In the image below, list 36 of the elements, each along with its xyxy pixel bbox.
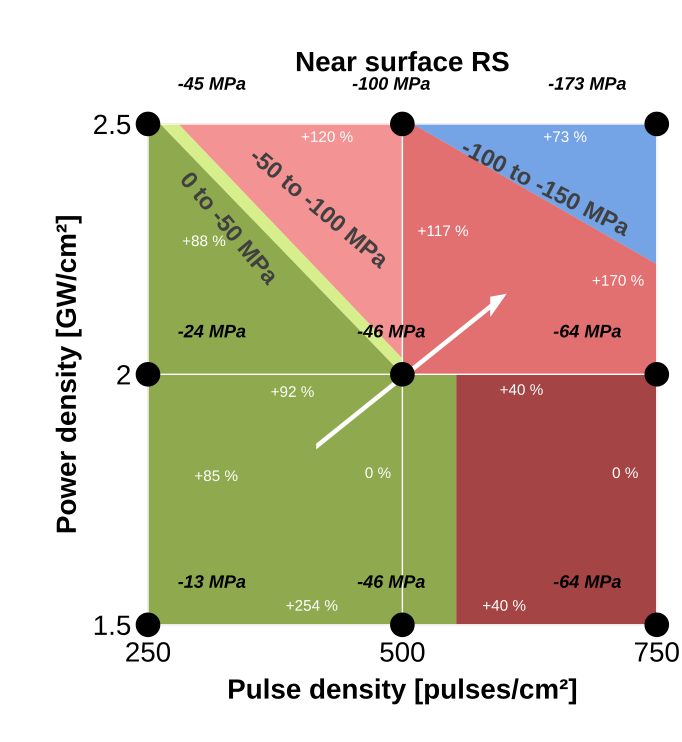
y-tick-label: 1.5	[94, 616, 130, 636]
annotation: 0 %	[612, 467, 638, 478]
chart-title: Near surface RS	[296, 51, 509, 72]
annotation: +120 %	[302, 131, 353, 142]
point	[644, 112, 670, 136]
point	[390, 612, 415, 638]
point	[136, 612, 160, 638]
annotation: +92 %	[271, 386, 314, 397]
x-tick-label: 500	[380, 642, 424, 662]
annotation: +40 %	[483, 600, 526, 611]
y-tick-label: 2.5	[94, 114, 130, 134]
annotation: +170 %	[592, 274, 644, 286]
x-axis-title: Pulse density [pulses/cm²]	[229, 678, 576, 704]
annotation: +73 %	[544, 131, 587, 142]
point	[390, 362, 415, 387]
annotation: -45 MPa	[178, 77, 246, 90]
point	[644, 612, 670, 638]
point	[644, 362, 670, 387]
annotation: -64 MPa	[554, 324, 621, 338]
annotation: -100 MPa	[352, 77, 430, 90]
annotation: +254 %	[286, 600, 338, 611]
annotation: +117 %	[418, 225, 468, 236]
x-tick-label: 750	[635, 642, 679, 662]
point	[136, 112, 160, 136]
annotation: -13 MPa	[178, 575, 246, 588]
annotation: -64 MPa	[554, 575, 621, 588]
y-tick-label: 2	[117, 365, 130, 384]
annotation: 0 %	[365, 467, 391, 478]
x-tick-label: 250	[126, 642, 170, 662]
annotation: +40 %	[500, 384, 543, 395]
point	[390, 112, 415, 136]
annotation: -173 MPa	[548, 77, 626, 90]
point	[136, 362, 160, 387]
annotation: -24 MPa	[178, 324, 246, 338]
y-axis-title: Power density [GW/cm²]	[56, 216, 82, 532]
annotation: +85 %	[195, 470, 238, 482]
